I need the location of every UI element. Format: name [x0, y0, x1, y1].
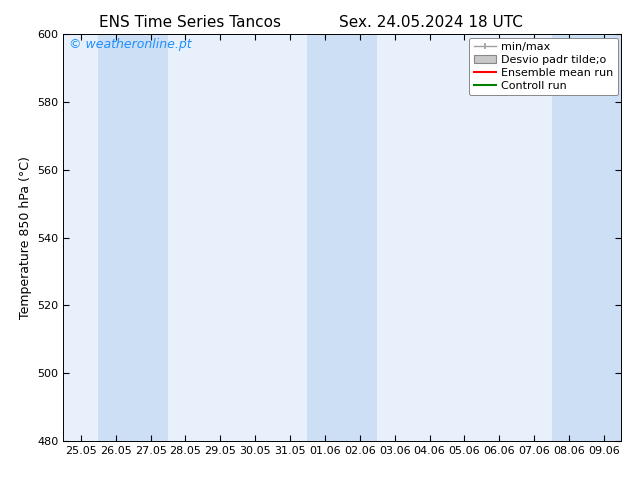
Bar [342, 34, 377, 441]
Y-axis label: Temperature 850 hPa (°C): Temperature 850 hPa (°C) [19, 156, 32, 319]
Bar [98, 34, 133, 441]
Text: ENS Time Series Tancos: ENS Time Series Tancos [99, 15, 281, 30]
Legend: min/max, Desvio padr tilde;o, Ensemble mean run, Controll run: min/max, Desvio padr tilde;o, Ensemble m… [469, 38, 618, 95]
Bar [552, 34, 586, 441]
Bar [307, 34, 342, 441]
Text: © weatheronline.pt: © weatheronline.pt [69, 38, 191, 51]
Text: Sex. 24.05.2024 18 UTC: Sex. 24.05.2024 18 UTC [339, 15, 523, 30]
Bar [586, 34, 621, 441]
Bar [133, 34, 168, 441]
